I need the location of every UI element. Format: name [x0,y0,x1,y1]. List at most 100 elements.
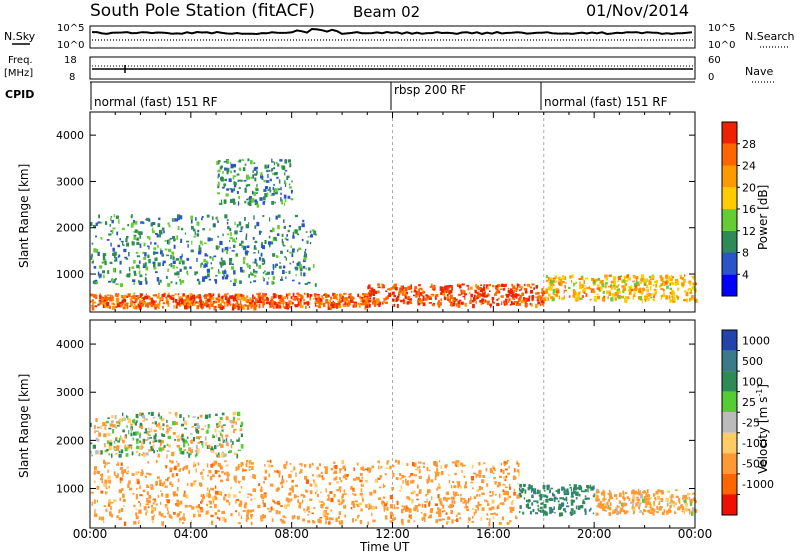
heatmap-cell [605,282,608,285]
heatmap-cell [555,490,559,492]
heatmap-cell [322,511,326,516]
heatmap-cell [119,270,122,274]
heatmap-cell [127,470,129,472]
heatmap-cell [113,471,116,476]
heatmap-cell [154,242,157,245]
heatmap-cell [344,473,347,477]
heatmap-cell [93,266,97,269]
heatmap-cell [91,306,95,311]
heatmap-cell [485,500,489,503]
heatmap-cell [309,230,312,234]
heatmap-cell [660,297,662,300]
heatmap-cell [234,452,236,456]
heatmap-cell [289,163,292,167]
heatmap-cell [305,489,307,493]
heatmap-cell [533,489,537,495]
heatmap-cell [349,293,352,298]
heatmap-cell [452,461,455,464]
heatmap-cell [230,199,233,204]
heatmap-cell [141,440,144,446]
heatmap-cell [169,469,172,473]
heatmap-cell [607,493,611,495]
heatmap-cell [229,304,231,307]
heatmap-cell [368,303,371,308]
heatmap-cell [528,484,531,487]
heatmap-cell [230,439,232,443]
time-tick-label: 08:00 [274,527,309,541]
heatmap-cell [386,506,389,511]
heatmap-cell [316,293,320,296]
heatmap-cell [229,161,232,164]
heatmap-cell [136,438,139,441]
heatmap-cell [426,491,429,495]
heatmap-cell [150,241,152,245]
heatmap-cell [110,242,112,247]
heatmap-cell [238,187,241,189]
heatmap-cell [190,215,194,220]
heatmap-cell [135,494,138,499]
heatmap-cell [415,493,419,497]
heatmap-cell [442,518,446,521]
heatmap-cell [169,295,172,299]
heatmap-cell [295,484,298,487]
heatmap-cell [173,511,176,515]
heatmap-cell [158,229,162,234]
heatmap-cell [642,512,644,515]
heatmap-cell [131,297,133,300]
heatmap-cell [310,233,313,236]
heatmap-cell [210,463,214,468]
heatmap-cell [241,305,245,310]
heatmap-cell [230,170,232,174]
heatmap-cell [282,265,286,269]
heatmap-cell [170,254,172,260]
heatmap-cell [106,491,108,495]
heatmap-cell [155,271,158,274]
heatmap-cell [202,475,204,481]
velocity-colorbar-title-sup: -1 [755,389,764,397]
heatmap-cell [443,297,447,301]
heatmap-cell [130,301,133,306]
heatmap-cell [292,248,295,253]
heatmap-cell [688,496,691,500]
heatmap-cell [589,298,592,301]
colorbar-swatch [722,143,737,166]
heatmap-cell [271,508,275,511]
heatmap-cell [583,284,586,287]
heatmap-cell [175,258,179,261]
heatmap-cell [346,474,349,478]
heatmap-cell [476,292,479,294]
heatmap-cell [389,520,393,523]
heatmap-cell [117,303,120,308]
heatmap-cell [571,499,575,503]
heatmap-cell [606,502,609,505]
heatmap-cell [95,249,99,253]
heatmap-cell [323,302,326,308]
heatmap-cell [321,475,324,478]
heatmap-cell [434,295,437,300]
heatmap-cell [216,216,219,221]
heatmap-cell [135,298,137,303]
heatmap-cell [509,486,511,490]
heatmap-cell [119,477,123,481]
heatmap-cell [503,303,506,306]
heatmap-cell [293,229,296,235]
heatmap-cell [360,467,363,471]
heatmap-cell [447,516,451,520]
heatmap-cell [688,280,692,283]
heatmap-cell [191,439,193,444]
heatmap-cell [286,306,289,310]
heatmap-cell [155,423,159,427]
heatmap-cell [179,511,183,513]
heatmap-cell [316,305,318,307]
heatmap-cell [465,481,467,485]
heatmap-cell [208,295,212,301]
heatmap-cell [667,511,670,514]
heatmap-cell [437,507,440,510]
heatmap-cell [622,509,626,513]
heatmap-cell [193,303,196,306]
heatmap-cell [307,513,309,516]
heatmap-cell [140,296,144,300]
heatmap-cell [276,176,279,179]
heatmap-cell [646,489,649,494]
heatmap-cell [147,254,150,258]
